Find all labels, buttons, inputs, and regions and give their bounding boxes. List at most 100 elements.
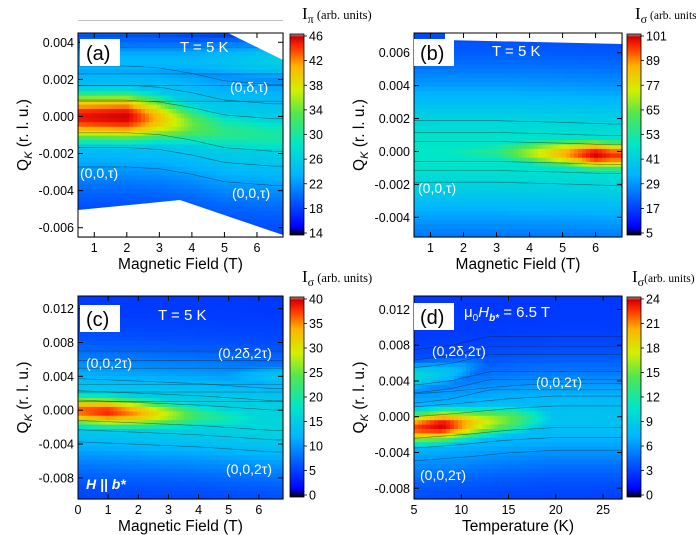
heatmap-cell bbox=[462, 130, 467, 136]
heatmap-cell bbox=[570, 72, 575, 78]
heatmap-cell bbox=[81, 117, 87, 123]
heatmap-cell bbox=[546, 90, 551, 96]
heatmap-cell bbox=[526, 210, 531, 216]
heatmap-cell bbox=[414, 210, 419, 216]
heatmap-cell bbox=[247, 59, 253, 65]
heatmap-cell bbox=[212, 108, 217, 114]
heatmap-cell bbox=[510, 86, 515, 92]
heatmap-cell bbox=[78, 401, 83, 407]
heatmap-cell bbox=[267, 112, 272, 118]
heatmap-cell bbox=[263, 219, 268, 225]
heatmap-cell bbox=[606, 59, 611, 65]
heatmap-cell bbox=[502, 170, 507, 176]
heatmap-cell bbox=[109, 170, 115, 176]
heatmap-cell bbox=[530, 197, 535, 203]
heatmap-cell bbox=[614, 99, 619, 105]
heatmap-cell bbox=[219, 135, 225, 141]
heatmap-cell bbox=[164, 37, 170, 43]
heatmap-cell bbox=[446, 228, 451, 234]
heatmap-cell bbox=[212, 139, 217, 145]
heatmap-cell bbox=[510, 197, 515, 203]
heatmap-cell bbox=[176, 183, 182, 189]
heatmap-cell bbox=[534, 41, 539, 47]
heatmap-cell bbox=[129, 126, 134, 132]
heatmap-cell bbox=[145, 166, 150, 172]
heatmap-cell bbox=[442, 90, 447, 96]
heatmap-cell bbox=[598, 232, 603, 238]
heatmap-cell bbox=[586, 174, 591, 180]
heatmap-cell bbox=[271, 59, 276, 65]
heatmap-cell bbox=[486, 55, 491, 61]
heatmap-cell bbox=[247, 205, 253, 211]
heatmap-cell bbox=[598, 103, 603, 109]
heatmap-cell bbox=[78, 143, 83, 149]
heatmap-cell bbox=[160, 166, 166, 172]
heatmap-cell bbox=[546, 139, 551, 145]
heatmap-cell bbox=[188, 77, 193, 83]
heatmap-cell bbox=[478, 166, 483, 172]
heatmap-cell bbox=[192, 112, 197, 118]
heatmap-cell bbox=[208, 33, 213, 39]
heatmap-cell bbox=[510, 117, 515, 123]
heatmap-cell bbox=[219, 50, 225, 56]
heatmap-cell bbox=[251, 214, 257, 220]
heatmap-cell bbox=[458, 46, 463, 52]
heatmap-cell bbox=[418, 143, 423, 149]
heatmap-cell bbox=[474, 99, 479, 105]
heatmap-cell bbox=[227, 201, 233, 207]
heatmap-cell bbox=[558, 72, 563, 78]
heatmap-cell bbox=[474, 228, 479, 234]
heatmap-cell bbox=[275, 210, 280, 216]
heatmap-cell bbox=[566, 223, 571, 229]
heatmap-cell bbox=[215, 205, 221, 211]
heatmap-cell bbox=[212, 192, 217, 198]
heatmap-cell bbox=[542, 64, 547, 70]
heatmap-cell bbox=[566, 148, 571, 154]
heatmap-cell bbox=[152, 72, 158, 78]
x-tick-label: 3 bbox=[156, 241, 163, 255]
heatmap-cell bbox=[582, 197, 587, 203]
heatmap-cell bbox=[446, 135, 451, 141]
heatmap-cell bbox=[430, 205, 435, 211]
heatmap-cell bbox=[97, 86, 103, 92]
heatmap-cell bbox=[148, 95, 154, 101]
heatmap-cell bbox=[530, 64, 535, 70]
heatmap-cell bbox=[562, 68, 567, 74]
heatmap-cell bbox=[610, 135, 615, 141]
heatmap-cell bbox=[578, 90, 583, 96]
heatmap-cell bbox=[168, 64, 174, 70]
heatmap-cell bbox=[594, 188, 599, 194]
heatmap-cell bbox=[458, 152, 463, 158]
heatmap-cell bbox=[267, 223, 272, 229]
heatmap-cell bbox=[227, 139, 233, 145]
heatmap-cell bbox=[470, 205, 475, 211]
heatmap-cell bbox=[510, 210, 515, 216]
heatmap-cell bbox=[446, 157, 451, 163]
heatmap-cell bbox=[470, 95, 475, 101]
heatmap-cell bbox=[586, 121, 591, 127]
heatmap-cell bbox=[522, 77, 527, 83]
heatmap-cell bbox=[554, 55, 559, 61]
heatmap-cell bbox=[426, 188, 431, 194]
heatmap-cell bbox=[458, 161, 463, 167]
heatmap-cell bbox=[510, 121, 515, 127]
heatmap-cell bbox=[414, 183, 419, 189]
heatmap-cell bbox=[550, 90, 555, 96]
heatmap-cell bbox=[275, 219, 280, 225]
heatmap-cell bbox=[255, 95, 260, 101]
heatmap-cell bbox=[133, 197, 138, 203]
heatmap-cell bbox=[275, 223, 280, 229]
heatmap-cell bbox=[247, 130, 253, 136]
heatmap-cell bbox=[101, 170, 107, 176]
heatmap-cell bbox=[172, 183, 178, 189]
heatmap-cell bbox=[450, 135, 455, 141]
heatmap-cell bbox=[562, 126, 567, 132]
heatmap-cell bbox=[442, 152, 447, 158]
heatmap-cell bbox=[614, 95, 619, 101]
heatmap-cell bbox=[251, 77, 257, 83]
heatmap-cell bbox=[618, 108, 623, 114]
heatmap-cell bbox=[482, 95, 487, 101]
heatmap-cell bbox=[542, 103, 547, 109]
heatmap-cell bbox=[550, 214, 555, 220]
heatmap-cell bbox=[267, 139, 272, 145]
